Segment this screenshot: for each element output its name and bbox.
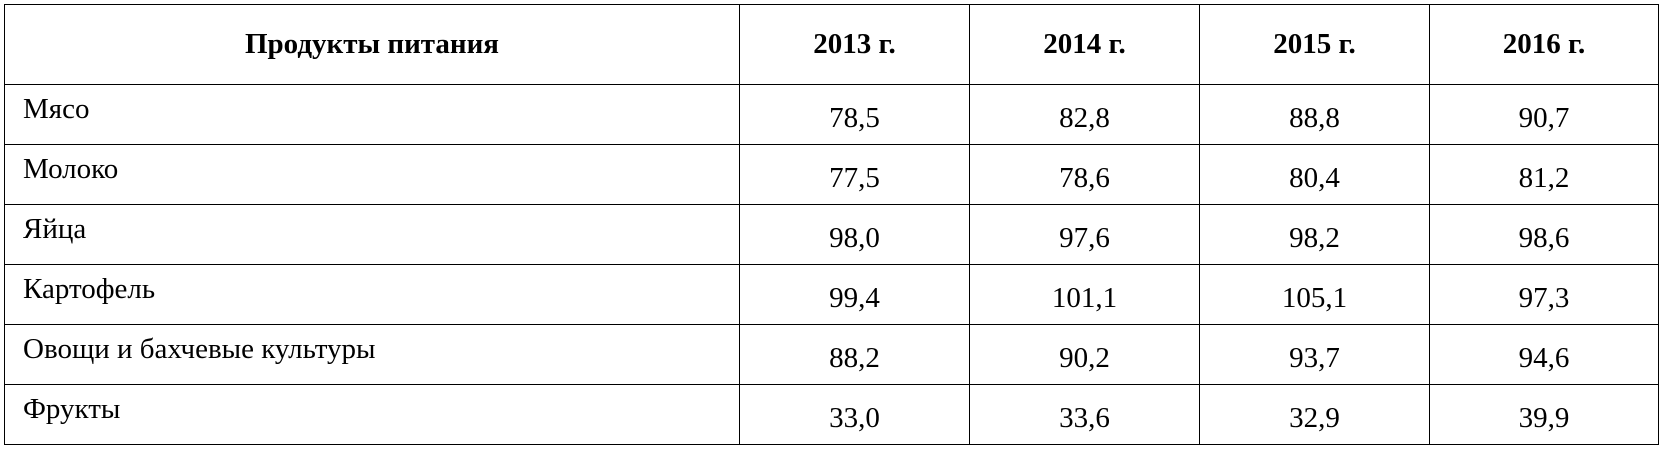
value-cell: 33,6 bbox=[969, 384, 1200, 445]
value-cell: 98,0 bbox=[739, 204, 970, 265]
value-cell: 33,0 bbox=[739, 384, 970, 445]
value-cell: 90,2 bbox=[969, 324, 1200, 385]
header-cell: 2016 г. bbox=[1429, 4, 1659, 85]
value-cell: 98,6 bbox=[1429, 204, 1659, 265]
value-cell: 98,2 bbox=[1199, 204, 1430, 265]
table-row: Картофель 99,4 101,1 105,1 97,3 bbox=[4, 264, 1659, 325]
data-table: Продукты питания 2013 г. 2014 г. 2015 г. 201… bbox=[4, 4, 1659, 445]
value-cell: 97,6 bbox=[969, 204, 1200, 265]
table-row: Мясо 78,5 82,8 88,8 90,7 bbox=[4, 84, 1659, 145]
header-cell: 2014 г. bbox=[969, 4, 1200, 85]
value-cell: 105,1 bbox=[1199, 264, 1430, 325]
table-row: Молоко 77,5 78,6 80,4 81,2 bbox=[4, 144, 1659, 205]
row-label: Овощи и бахчевые культуры bbox=[4, 324, 740, 385]
header-row: Продукты питания 2013 г. 2014 г. 2015 г. 201… bbox=[4, 4, 1659, 85]
value-cell: 32,9 bbox=[1199, 384, 1430, 445]
value-cell: 77,5 bbox=[739, 144, 970, 205]
table-row: Фрукты 33,0 33,6 32,9 39,9 bbox=[4, 384, 1659, 445]
header-cell: 2013 г. bbox=[739, 4, 970, 85]
value-cell: 88,2 bbox=[739, 324, 970, 385]
table-head: Продукты питания 2013 г. 2014 г. 2015 г. 201… bbox=[4, 4, 1659, 85]
row-label: Яйца bbox=[4, 204, 740, 265]
table-row: Овощи и бахчевые культуры 88,2 90,2 93,7 94,… bbox=[4, 324, 1659, 385]
value-cell: 93,7 bbox=[1199, 324, 1430, 385]
value-cell: 94,6 bbox=[1429, 324, 1659, 385]
value-cell: 97,3 bbox=[1429, 264, 1659, 325]
header-cell: Продукты питания bbox=[4, 4, 740, 85]
header-cell: 2015 г. bbox=[1199, 4, 1430, 85]
value-cell: 80,4 bbox=[1199, 144, 1430, 205]
value-cell: 90,7 bbox=[1429, 84, 1659, 145]
value-cell: 99,4 bbox=[739, 264, 970, 325]
value-cell: 78,6 bbox=[969, 144, 1200, 205]
value-cell: 101,1 bbox=[969, 264, 1200, 325]
value-cell: 78,5 bbox=[739, 84, 970, 145]
row-label: Молоко bbox=[4, 144, 740, 205]
row-label: Картофель bbox=[4, 264, 740, 325]
row-label: Мясо bbox=[4, 84, 740, 145]
value-cell: 39,9 bbox=[1429, 384, 1659, 445]
value-cell: 82,8 bbox=[969, 84, 1200, 145]
value-cell: 81,2 bbox=[1429, 144, 1659, 205]
value-cell: 88,8 bbox=[1199, 84, 1430, 145]
table-body: Мясо 78,5 82,8 88,8 90,7 Молоко 77,5 78,6 80,4 81… bbox=[4, 84, 1659, 445]
table-row: Яйца 98,0 97,6 98,2 98,6 bbox=[4, 204, 1659, 265]
row-label: Фрукты bbox=[4, 384, 740, 445]
